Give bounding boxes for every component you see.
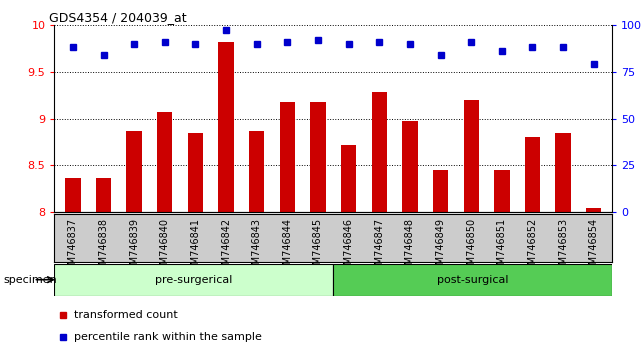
Text: GSM746838: GSM746838	[99, 218, 108, 277]
Bar	[556, 133, 570, 212]
Text: specimen: specimen	[3, 275, 57, 285]
Text: GSM746845: GSM746845	[313, 218, 323, 277]
Text: GSM746842: GSM746842	[221, 218, 231, 277]
Text: GSM746852: GSM746852	[528, 218, 538, 277]
Text: percentile rank within the sample: percentile rank within the sample	[74, 332, 262, 342]
Text: transformed count: transformed count	[74, 310, 178, 320]
Text: GSM746846: GSM746846	[344, 218, 354, 277]
Bar	[403, 121, 417, 212]
Text: GSM746839: GSM746839	[129, 218, 139, 277]
Text: pre-surgerical: pre-surgerical	[155, 275, 233, 285]
Bar	[279, 102, 295, 212]
Text: GSM746849: GSM746849	[436, 218, 445, 277]
Text: GSM746843: GSM746843	[252, 218, 262, 277]
Text: GDS4354 / 204039_at: GDS4354 / 204039_at	[49, 11, 187, 24]
Bar	[525, 137, 540, 212]
Bar	[494, 170, 510, 212]
Text: GSM746853: GSM746853	[558, 218, 568, 277]
Bar	[433, 170, 448, 212]
Bar	[310, 102, 326, 212]
Bar	[54, 264, 333, 296]
Bar	[126, 131, 142, 212]
Bar	[249, 131, 264, 212]
Text: GSM746844: GSM746844	[282, 218, 292, 277]
Text: GSM746847: GSM746847	[374, 218, 385, 277]
Bar	[65, 178, 81, 212]
Text: GSM746840: GSM746840	[160, 218, 170, 277]
Text: post-surgical: post-surgical	[437, 275, 508, 285]
Bar	[341, 145, 356, 212]
Text: GSM746854: GSM746854	[589, 218, 599, 277]
Text: GSM746851: GSM746851	[497, 218, 507, 277]
Bar	[188, 133, 203, 212]
Text: GSM746841: GSM746841	[190, 218, 201, 277]
Bar	[463, 100, 479, 212]
Text: GSM746850: GSM746850	[466, 218, 476, 277]
Bar	[372, 92, 387, 212]
Bar	[96, 178, 111, 212]
Bar	[586, 208, 601, 212]
Text: GSM746837: GSM746837	[68, 218, 78, 277]
Bar	[157, 112, 172, 212]
Bar	[219, 42, 234, 212]
Text: GSM746848: GSM746848	[405, 218, 415, 277]
Bar	[333, 264, 612, 296]
